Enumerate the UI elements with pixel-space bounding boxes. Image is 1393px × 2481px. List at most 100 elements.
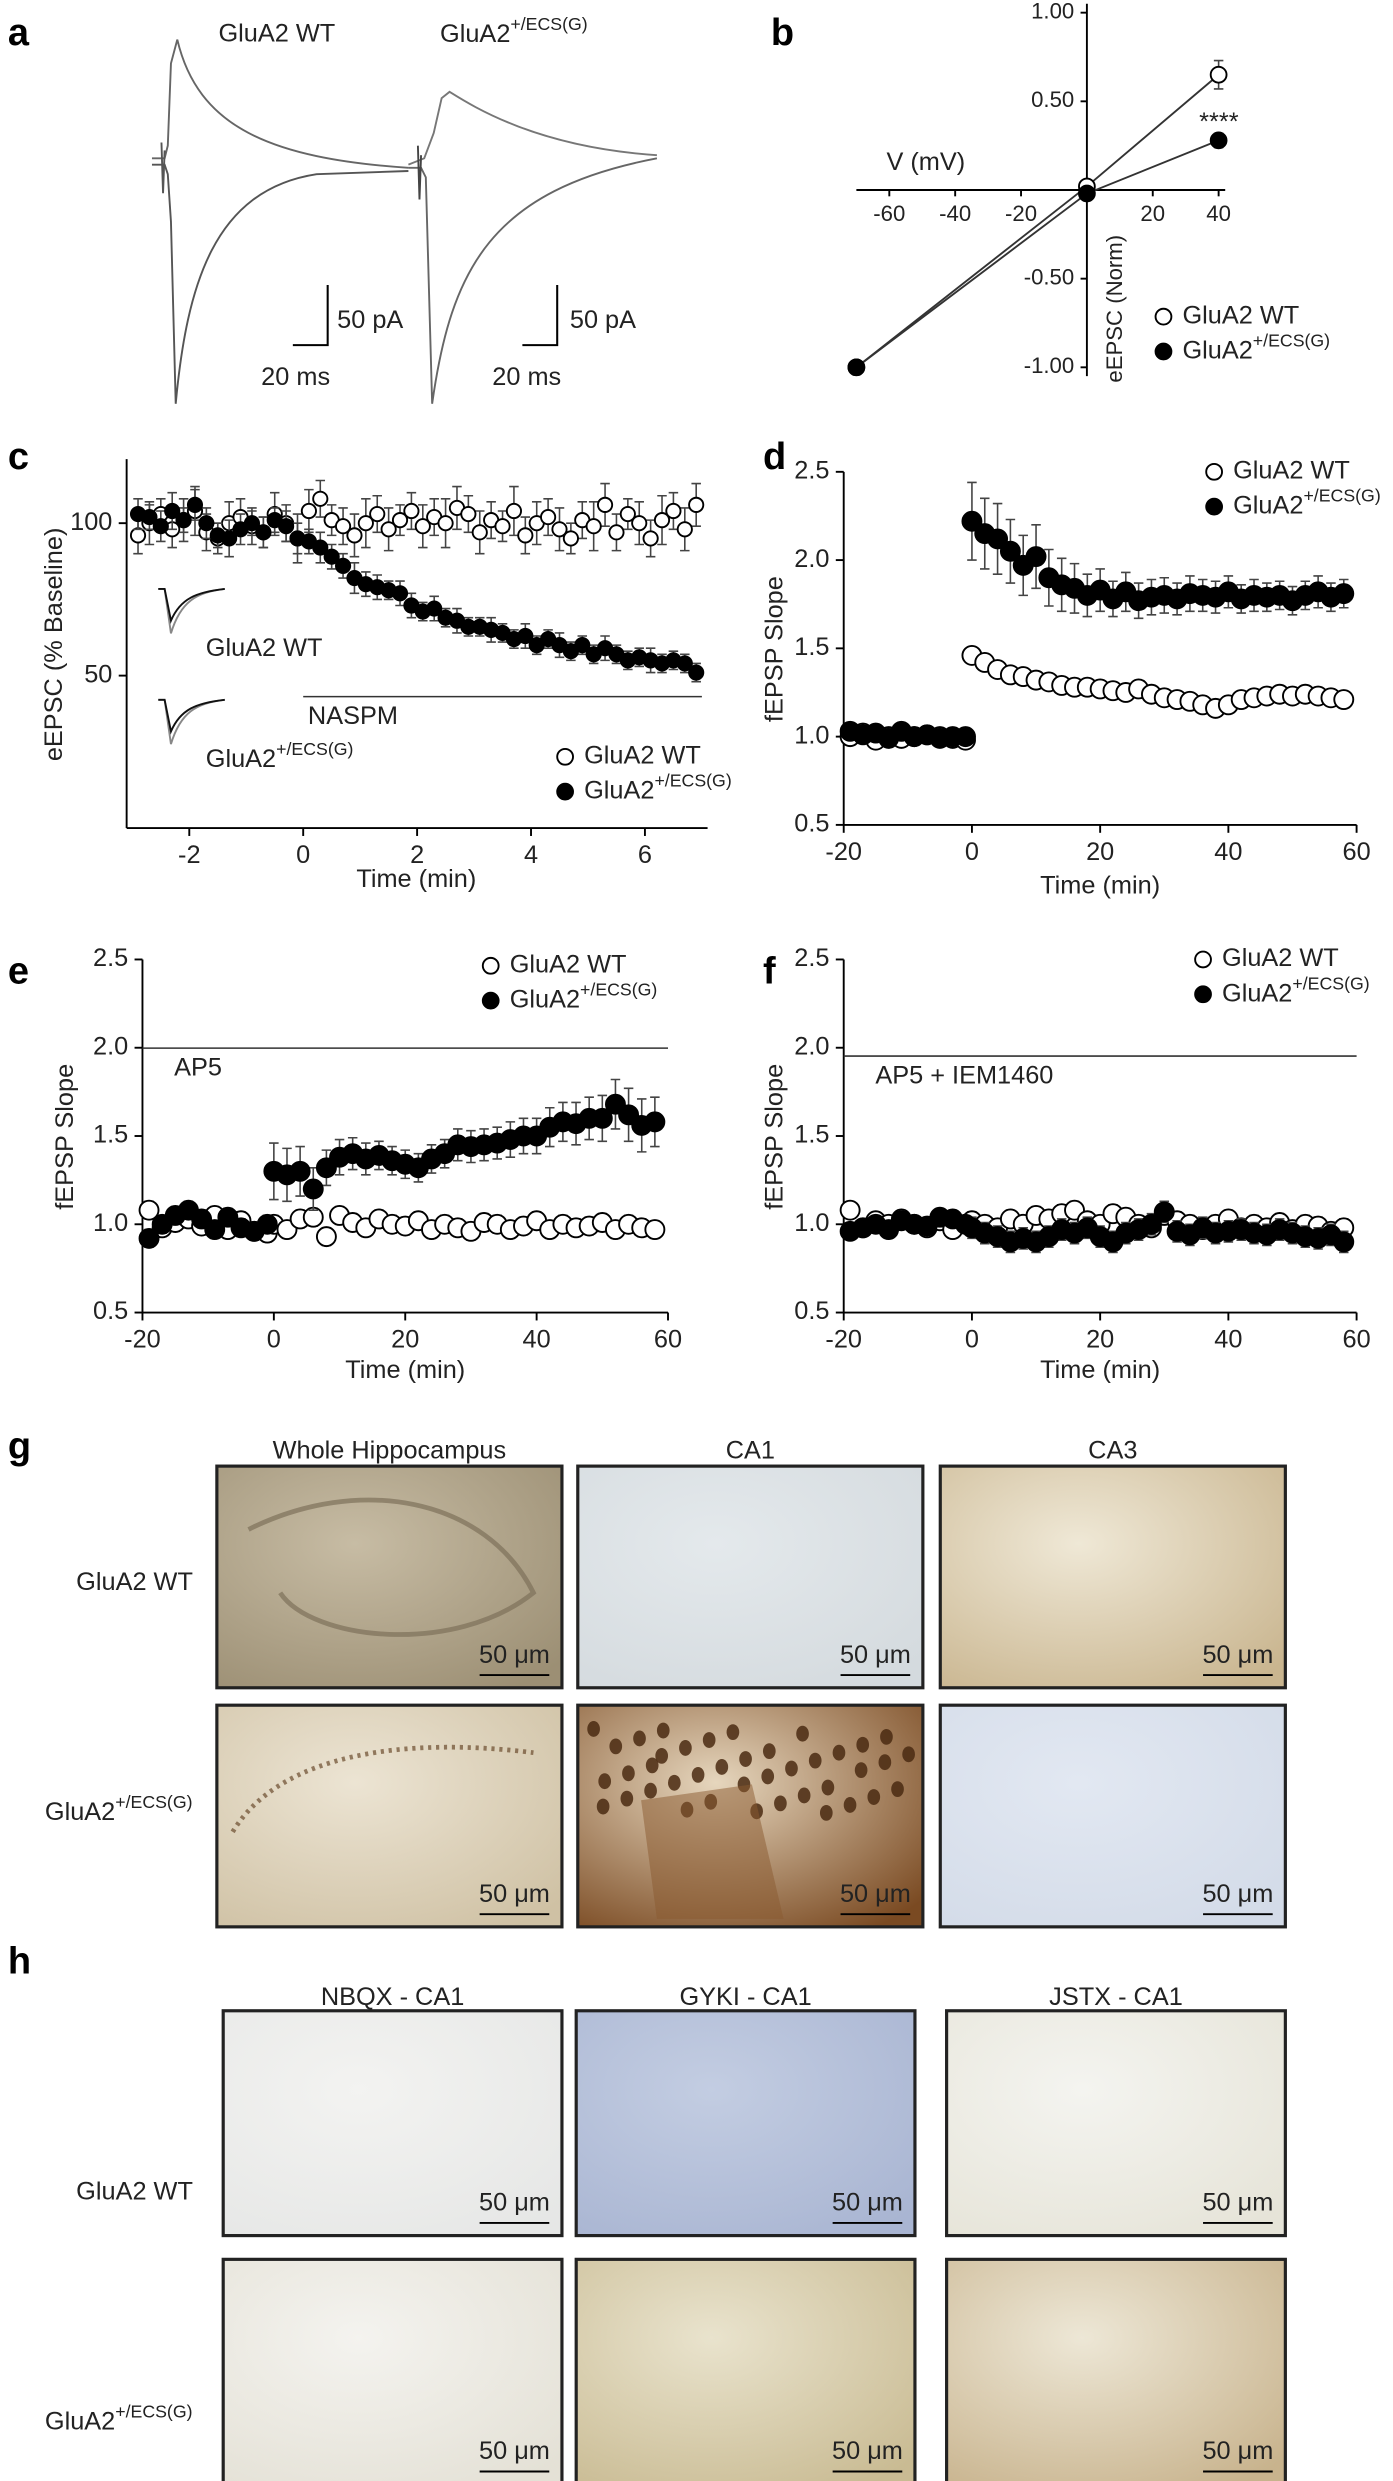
inset-trace xyxy=(158,698,225,735)
x-tick-label: 0 xyxy=(965,838,979,866)
row-label: GluA2+/ECS(G) xyxy=(45,2401,193,2435)
condition-label: GluA2 WT xyxy=(218,20,335,48)
data-point xyxy=(255,524,272,541)
x-axis-title: Time (min) xyxy=(356,865,476,893)
data-point xyxy=(631,515,648,532)
column-title: NBQX - CA1 xyxy=(321,1983,464,2011)
data-point xyxy=(175,512,192,529)
data-point xyxy=(1333,689,1355,710)
data-point xyxy=(494,518,511,535)
y-axis-title: fEPSP Slope xyxy=(760,1064,788,1210)
panel-label: b xyxy=(771,12,794,54)
y-tick-label: 50 xyxy=(84,660,112,688)
scale-bar-label: 50 μm xyxy=(1202,1641,1273,1669)
x-axis-title: Time (min) xyxy=(1040,1356,1160,1384)
row-label: GluA2+/ECS(G) xyxy=(45,1792,193,1826)
data-point xyxy=(138,1227,160,1249)
data-point xyxy=(505,502,523,520)
y-tick-label: 0.5 xyxy=(93,1297,128,1325)
current-trace xyxy=(151,163,409,404)
data-point xyxy=(1025,546,1047,568)
stained-cell xyxy=(785,1760,798,1777)
y-tick-label: 2.5 xyxy=(794,457,829,485)
x-tick-label: -40 xyxy=(939,201,971,226)
y-tick-label: 1.5 xyxy=(794,633,829,661)
scale-bar xyxy=(292,284,329,347)
current-trace xyxy=(416,145,423,200)
data-point xyxy=(152,518,169,535)
data-point xyxy=(141,509,158,526)
data-point xyxy=(437,515,454,532)
data-point xyxy=(403,502,420,520)
data-point xyxy=(1333,583,1355,605)
scale-bar-label: 50 μm xyxy=(1202,2189,1273,2217)
panel-label: e xyxy=(8,951,29,993)
data-point xyxy=(204,1219,226,1241)
y-tick-label: 2.0 xyxy=(794,1032,829,1060)
column-title: CA3 xyxy=(1088,1437,1137,1465)
y-axis-title: fEPSP Slope xyxy=(51,1064,79,1210)
current-trace xyxy=(408,90,657,166)
x-tick-label: -2 xyxy=(178,841,201,869)
data-point xyxy=(278,518,295,535)
data-point xyxy=(619,505,636,523)
x-axis-title: V (mV) xyxy=(886,148,965,176)
legend-label: GluA2+/ECS(G) xyxy=(1222,973,1370,1007)
scale-bar xyxy=(522,284,559,347)
stained-cell xyxy=(796,1725,809,1742)
data-point xyxy=(839,1199,861,1221)
x-tick-label: 20 xyxy=(1140,201,1165,226)
stained-cell xyxy=(598,1773,612,1790)
current-trace xyxy=(408,157,658,404)
data-point xyxy=(665,502,682,520)
inset-trace xyxy=(158,588,225,624)
stained-cell xyxy=(645,1757,659,1774)
stained-cell xyxy=(609,1738,623,1755)
data-point xyxy=(414,518,431,535)
y-tick-label: 0.50 xyxy=(1031,87,1074,112)
data-point xyxy=(138,1199,160,1221)
legend-label: GluA2+/ECS(G) xyxy=(584,770,732,804)
x-tick-label: 0 xyxy=(267,1326,281,1354)
x-tick-label: -60 xyxy=(873,201,905,226)
legend-marker xyxy=(1194,985,1212,1004)
stained-cell xyxy=(644,1782,657,1799)
data-point xyxy=(391,585,409,602)
legend-marker xyxy=(1205,497,1223,516)
data-point xyxy=(676,655,693,672)
stained-region xyxy=(641,1784,784,1919)
micrograph xyxy=(938,1703,1287,1929)
data-point xyxy=(1140,1213,1162,1235)
stained-cell xyxy=(867,1789,881,1805)
stained-cell xyxy=(797,1787,811,1804)
stained-cell xyxy=(856,1736,870,1753)
data-point xyxy=(540,509,557,526)
data-point xyxy=(256,1213,278,1235)
drug-label: AP5 xyxy=(174,1053,222,1081)
data-point xyxy=(574,637,591,654)
x-tick-label: -20 xyxy=(124,1326,161,1354)
scale-bar-label: 20 ms xyxy=(261,363,330,391)
stained-cell xyxy=(691,1766,705,1783)
y-tick-label: 100 xyxy=(70,508,112,536)
data-point xyxy=(987,528,1009,550)
data-point xyxy=(315,1226,337,1248)
data-point xyxy=(460,505,477,523)
x-tick-label: 20 xyxy=(1086,1326,1114,1354)
legend-label: GluA2+/ECS(G) xyxy=(1233,485,1381,519)
column-title: Whole Hippocampus xyxy=(273,1437,507,1465)
y-tick-label: 1.5 xyxy=(794,1121,829,1149)
stained-cell xyxy=(702,1732,716,1748)
micrograph xyxy=(945,2009,1287,2238)
micrograph xyxy=(574,2257,917,2481)
legend-marker xyxy=(1194,950,1212,969)
data-point xyxy=(391,512,409,529)
data-point xyxy=(585,518,602,535)
legend-label: GluA2 WT xyxy=(1233,457,1350,485)
legend-label: GluA2+/ECS(G) xyxy=(510,979,658,1013)
stained-cell xyxy=(762,1743,776,1760)
current-trace xyxy=(160,142,166,194)
data-point xyxy=(334,557,352,574)
data-point xyxy=(955,726,976,748)
